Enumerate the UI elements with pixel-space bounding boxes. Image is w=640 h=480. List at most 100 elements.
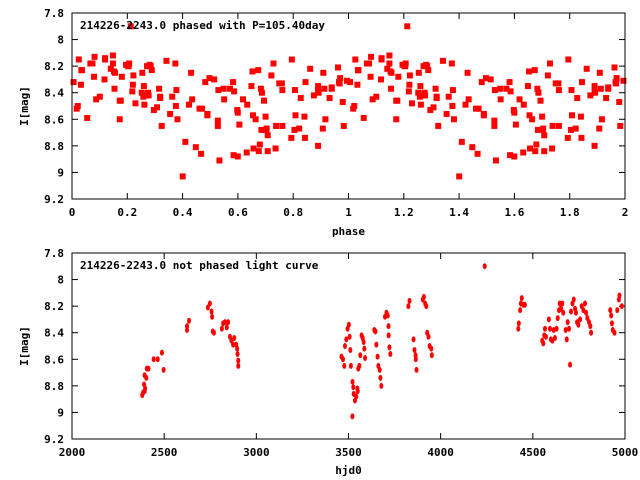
data-point	[386, 332, 391, 339]
data-point	[188, 69, 195, 76]
data-point	[350, 378, 355, 385]
data-point	[554, 325, 559, 332]
y-axis-label: I[mag]	[18, 86, 31, 126]
data-point	[346, 321, 351, 328]
data-point	[592, 89, 599, 96]
data-point	[465, 96, 472, 103]
data-point	[231, 341, 236, 348]
data-point	[256, 141, 263, 148]
data-point	[235, 345, 240, 352]
data-point	[296, 125, 303, 132]
data-point	[347, 333, 352, 340]
data-point	[541, 132, 548, 139]
data-point	[151, 356, 156, 363]
data-point	[541, 148, 548, 155]
data-point	[422, 92, 429, 99]
data-point	[387, 344, 392, 351]
data-point	[354, 393, 359, 400]
data-point	[230, 152, 237, 159]
y-tick-label: 9	[57, 406, 64, 419]
data-point	[491, 87, 498, 94]
data-point	[173, 87, 180, 94]
data-point	[432, 85, 439, 92]
data-point	[543, 333, 548, 340]
data-point	[125, 63, 132, 70]
data-point	[547, 325, 552, 332]
data-point	[480, 112, 487, 119]
data-point	[307, 65, 314, 72]
data-point	[577, 113, 584, 120]
data-point	[187, 317, 192, 324]
data-point	[605, 85, 612, 92]
x-tick-label: 2500	[151, 446, 178, 459]
data-point	[182, 138, 189, 145]
data-point	[230, 79, 237, 86]
data-point	[263, 126, 270, 133]
data-point	[288, 56, 295, 63]
data-point	[598, 116, 605, 123]
data-point	[255, 148, 262, 155]
data-point	[130, 72, 137, 79]
x-tick-label: 0.6	[228, 206, 248, 219]
data-point	[272, 145, 279, 152]
data-point	[539, 126, 546, 133]
data-point	[257, 85, 264, 92]
y-tick-label: 8.2	[44, 60, 64, 73]
data-point	[612, 329, 617, 336]
x-tick-label: 1.2	[394, 206, 414, 219]
data-point	[510, 106, 517, 113]
data-point	[368, 53, 375, 60]
data-point	[518, 307, 523, 314]
x-tick-label: 3500	[335, 446, 362, 459]
data-point	[310, 92, 317, 99]
unphased-light-curve-panel: 2000 2500 3000 3500 4000 4500 5000 7.8 8 8.2 8.4 8.…	[18, 247, 638, 477]
data-point	[573, 309, 578, 316]
data-point	[401, 63, 408, 70]
data-point	[430, 104, 437, 111]
x-tick-label: 0.2	[117, 206, 137, 219]
data-point	[373, 93, 380, 100]
data-point	[363, 354, 368, 361]
data-point	[406, 303, 411, 310]
data-point	[185, 327, 190, 334]
data-point	[546, 60, 553, 67]
data-point	[526, 112, 533, 119]
x-tick-label: 1.4	[449, 206, 469, 219]
data-point	[619, 303, 624, 310]
data-point	[596, 125, 603, 132]
data-point	[96, 93, 103, 100]
data-point	[350, 413, 355, 420]
data-point	[249, 68, 256, 75]
data-point	[582, 300, 587, 307]
data-point	[344, 336, 349, 343]
data-point	[378, 76, 385, 83]
data-point	[226, 319, 231, 326]
data-point	[539, 113, 546, 120]
data-point	[343, 77, 350, 84]
data-point	[520, 101, 527, 108]
data-point	[609, 320, 614, 327]
data-point	[433, 93, 440, 100]
data-point	[116, 97, 123, 104]
data-point	[588, 323, 593, 330]
data-point	[221, 96, 228, 103]
data-point	[144, 374, 149, 381]
data-point	[209, 308, 214, 315]
data-point	[405, 88, 412, 95]
data-point	[138, 89, 145, 96]
plot-frame	[71, 252, 626, 440]
data-point	[150, 106, 157, 113]
x-tick-label: 0	[69, 206, 76, 219]
data-point	[565, 319, 570, 326]
data-point	[91, 53, 98, 60]
data-point	[555, 87, 562, 94]
data-point	[450, 116, 457, 123]
data-point	[360, 114, 367, 121]
data-point	[482, 263, 487, 270]
data-point	[421, 293, 426, 300]
data-point	[288, 134, 295, 141]
data-point	[339, 99, 346, 106]
data-point	[611, 64, 618, 71]
data-point	[507, 152, 514, 159]
data-point	[301, 134, 308, 141]
